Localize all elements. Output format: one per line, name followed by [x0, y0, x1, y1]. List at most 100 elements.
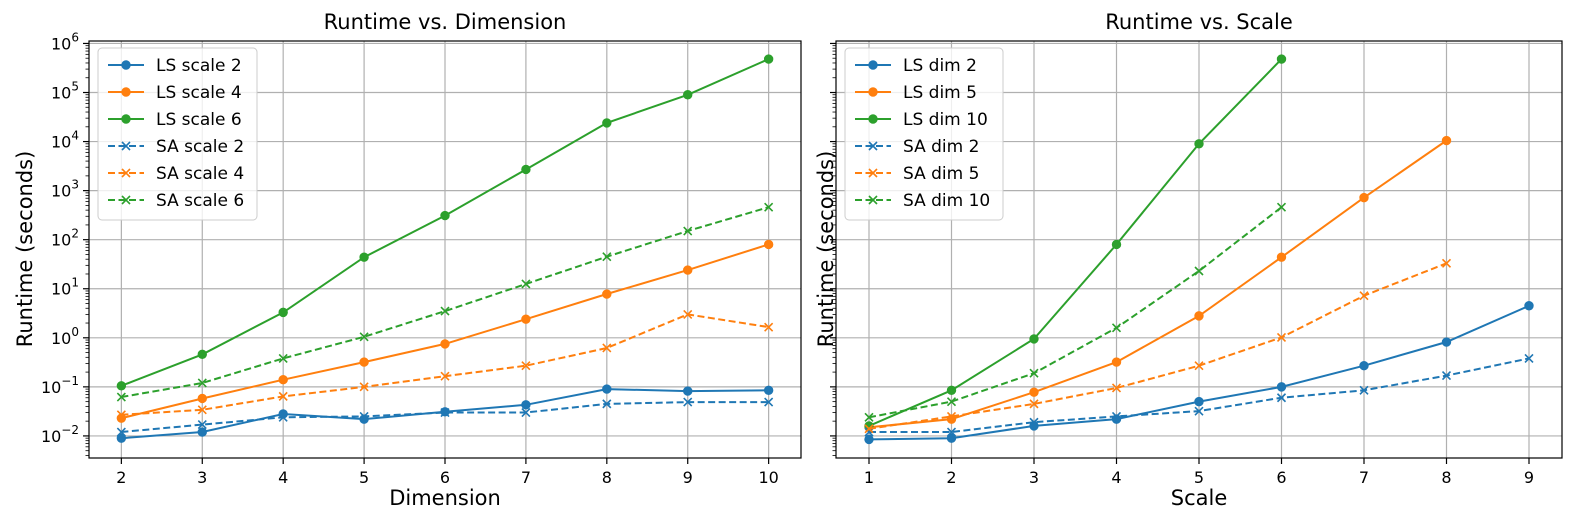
data-point — [1194, 361, 1204, 371]
y-tick-label: 102 — [51, 227, 79, 250]
x-tick-label: 4 — [1111, 468, 1121, 487]
data-point — [278, 391, 288, 401]
data-point — [1194, 406, 1204, 416]
runtime-vs-scale-chart: Runtime vs. Scale Scale Runtime (seconds… — [814, 10, 1563, 510]
chart-title: Runtime vs. Scale — [1105, 10, 1293, 34]
data-point — [521, 407, 531, 418]
data-point — [1111, 383, 1122, 393]
legend-item: LS scale 2 — [108, 56, 242, 76]
data-point — [683, 309, 693, 319]
legend-label: LS dim 2 — [903, 56, 977, 76]
legend-item: LS scale 4 — [108, 83, 242, 103]
data-point — [197, 405, 207, 415]
data-point — [1276, 202, 1287, 212]
plot-frame — [835, 40, 1563, 459]
data-point — [764, 322, 774, 332]
legend-marker — [868, 195, 878, 205]
y-axis-label: Runtime (seconds) — [13, 151, 37, 348]
data-point — [683, 226, 693, 236]
x-axis-label: Scale — [1171, 486, 1228, 510]
data-point — [946, 427, 957, 437]
series-line — [868, 206, 1283, 419]
data-point — [116, 410, 126, 420]
data-point — [440, 407, 450, 418]
data-point — [763, 239, 774, 250]
legend-item: SA dim 2 — [855, 137, 979, 157]
data-point — [683, 90, 693, 100]
runtime-vs-dimension-chart: Runtime vs. Dimension Dimension Runtime … — [13, 10, 802, 510]
data-point — [278, 353, 288, 363]
data-point — [1111, 357, 1122, 367]
data-point — [1029, 387, 1039, 397]
legend: LS dim 2 LS dim 5 LS dim 10 SA dim 2 SA dim … — [844, 47, 1004, 221]
data-point — [1276, 252, 1287, 262]
data-point — [864, 412, 874, 422]
legend-item: LS dim 5 — [855, 83, 977, 103]
data-point — [1029, 399, 1039, 409]
data-point — [278, 412, 288, 422]
data-point — [602, 118, 612, 128]
series-line — [121, 401, 769, 433]
legend-marker — [121, 114, 131, 124]
data-point — [197, 393, 207, 404]
grid — [89, 41, 801, 458]
series-line — [121, 206, 769, 398]
data-point — [521, 164, 531, 175]
y-tick-label: 105 — [51, 80, 79, 103]
data-point — [1194, 396, 1204, 407]
data-point — [440, 210, 450, 221]
legend-marker — [121, 168, 131, 178]
data-point — [1111, 323, 1122, 333]
data-point — [197, 420, 207, 430]
legend-label: SA scale 6 — [156, 191, 244, 211]
legend-marker — [121, 87, 131, 97]
legend-marker — [868, 60, 878, 70]
legend: LS scale 2 LS scale 4 LS scale 6 SA scale 2… — [97, 47, 258, 221]
x-tick-label: 1 — [864, 468, 874, 487]
data-point — [1276, 393, 1287, 403]
data-point — [1029, 334, 1039, 344]
series-sa-dim-2 — [864, 353, 1534, 437]
x-tick-label: 6 — [1276, 468, 1286, 487]
x-tick-label: 7 — [1359, 468, 1369, 487]
y-tick-label: 10−1 — [41, 374, 79, 397]
x-tick-label: 2 — [946, 468, 956, 487]
x-tick-label: 9 — [683, 468, 693, 487]
x-tick-label: 3 — [197, 468, 207, 487]
data-point — [1111, 411, 1122, 421]
legend-label: LS scale 2 — [156, 56, 242, 76]
data-point — [278, 307, 288, 318]
data-point — [440, 339, 450, 349]
y-tick-label: 101 — [51, 276, 79, 299]
data-point — [683, 265, 693, 275]
legend-marker — [121, 60, 131, 70]
legend-marker — [121, 141, 131, 151]
data-point — [864, 424, 874, 434]
data-point — [1276, 332, 1287, 342]
data-point — [521, 400, 531, 410]
legend-item: SA scale 4 — [108, 164, 244, 184]
y-tick-label: 106 — [51, 30, 79, 53]
legend-item: SA dim 10 — [855, 191, 990, 211]
y-tick-label: 103 — [51, 178, 79, 201]
legend-marker — [121, 195, 131, 205]
data-point — [1194, 311, 1204, 321]
data-point — [602, 252, 612, 262]
data-point — [116, 392, 126, 402]
series-line — [868, 262, 1447, 430]
series-sa-dim-5 — [864, 258, 1452, 434]
data-point — [1029, 417, 1039, 427]
legend-item: LS scale 6 — [108, 110, 242, 130]
x-tick-label: 5 — [1194, 468, 1204, 487]
legend-label: LS scale 4 — [156, 83, 242, 103]
y-axis-label: Runtime (seconds) — [814, 151, 838, 348]
data-point — [946, 433, 957, 443]
legend-label: SA dim 2 — [903, 137, 979, 157]
data-point — [764, 202, 774, 212]
data-point — [763, 385, 774, 396]
x-tick-label: 8 — [1441, 468, 1451, 487]
series-sa-scale-6 — [116, 202, 774, 402]
data-point — [1441, 337, 1452, 347]
data-point — [1441, 135, 1452, 146]
